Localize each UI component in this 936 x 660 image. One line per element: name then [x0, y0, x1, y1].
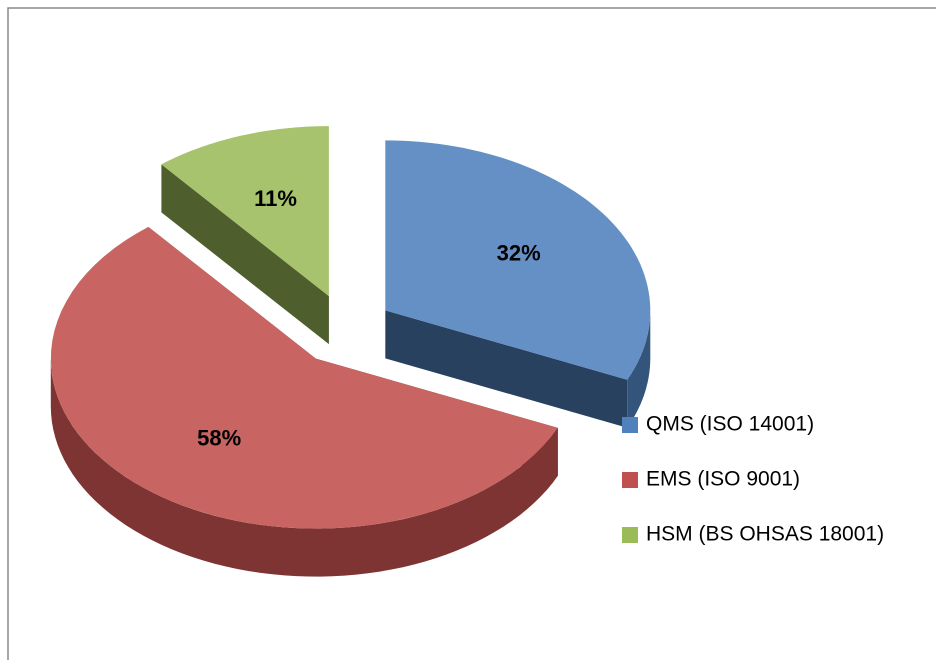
data-label: 11%: [254, 186, 297, 211]
data-label: 58%: [197, 425, 241, 450]
slice-top: [50, 226, 558, 529]
legend-label: QMS (ISO 14001): [646, 413, 814, 436]
slice-cut-face: [385, 310, 628, 428]
slice-top: [161, 126, 329, 297]
data-label: 32%: [497, 241, 541, 266]
slice-side: [50, 358, 558, 577]
slice-cut-face: [161, 164, 329, 345]
legend: QMS (ISO 14001) EMS (ISO 9001) HSM (BS OHS…: [622, 413, 884, 546]
legend-swatch: [622, 417, 638, 433]
slice: 11%: [161, 126, 329, 345]
legend-swatch: [622, 472, 638, 488]
slice-side: [627, 310, 651, 428]
legend-label: EMS (ISO 9001): [646, 468, 800, 491]
slice-top: [385, 140, 651, 380]
slice: 58%: [50, 226, 558, 577]
legend-label: HSM (BS OHSAS 18001): [646, 523, 884, 546]
legend-swatch: [622, 527, 638, 543]
slice: 32%: [385, 140, 651, 428]
pie: 11% 32% 58%: [50, 126, 651, 577]
